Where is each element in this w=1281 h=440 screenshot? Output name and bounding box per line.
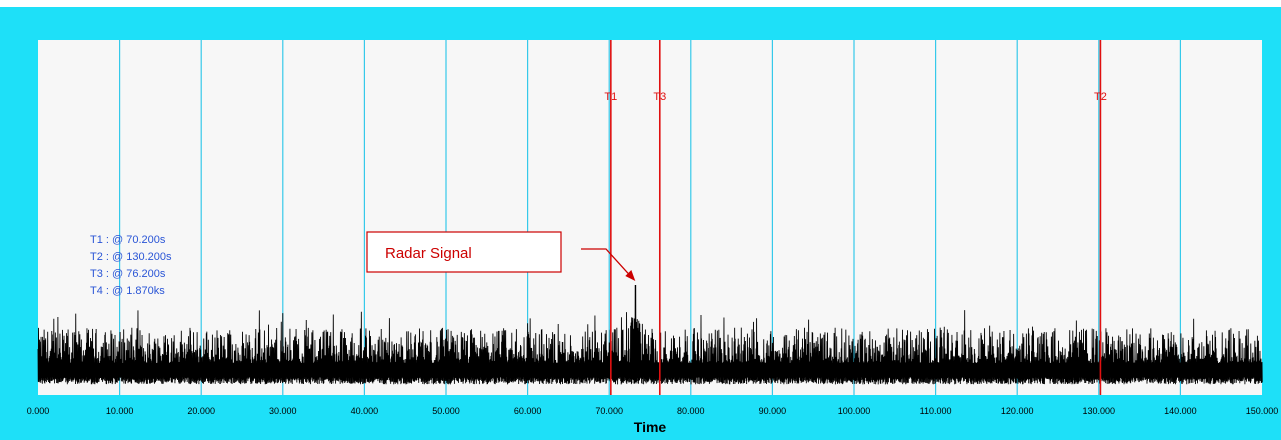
x-tick-label: 60.000 bbox=[514, 406, 542, 416]
arrow-head-icon bbox=[625, 269, 636, 281]
grid-lines bbox=[118, 40, 1182, 395]
x-axis-title: Time bbox=[634, 419, 667, 435]
chart: T1 T3 T2 0.000 10.000 20.000 30.000 40.000 50.0… bbox=[27, 40, 1279, 435]
chart-frame: T1 T3 T2 0.000 10.000 20.000 30.000 40.000 50.0… bbox=[0, 7, 1281, 440]
x-tick-label: 150.000 bbox=[1246, 406, 1279, 416]
x-tick-label: 90.000 bbox=[759, 406, 787, 416]
x-tick-label: 120.000 bbox=[1001, 406, 1034, 416]
cursor-readout-t2: T2 : @ 130.200s bbox=[90, 251, 172, 263]
x-tick-label: 50.000 bbox=[432, 406, 460, 416]
x-tick-label: 110.000 bbox=[920, 406, 952, 416]
signal-line bbox=[37, 284, 1263, 385]
cursor-readout-t4: T4 : @ 1.870ks bbox=[90, 285, 165, 297]
x-tick-label: 70.000 bbox=[595, 406, 623, 416]
cursor-label-t2: T2 bbox=[1094, 91, 1107, 103]
cursor-readouts: T1 : @ 70.200s T2 : @ 130.200s T3 : @ 76… bbox=[90, 234, 172, 297]
x-tick-label: 10.000 bbox=[106, 406, 134, 416]
x-axis-ticks: 0.000 10.000 20.000 30.000 40.000 50.000 60.00… bbox=[27, 406, 1279, 416]
cursor-label-t3: T3 bbox=[653, 91, 666, 103]
plot-area bbox=[38, 40, 1262, 395]
cursor-lines: T1 T3 T2 bbox=[604, 40, 1107, 395]
cursor-label-t1: T1 bbox=[604, 91, 617, 103]
annotation-text: Radar Signal bbox=[385, 245, 472, 262]
cursor-readout-t3: T3 : @ 76.200s bbox=[90, 268, 166, 280]
x-tick-label: 30.000 bbox=[269, 406, 297, 416]
x-tick-label: 140.000 bbox=[1164, 406, 1197, 416]
x-tick-label: 130.000 bbox=[1083, 406, 1116, 416]
cursor-readout-t1: T1 : @ 70.200s bbox=[90, 234, 166, 246]
x-tick-label: 40.000 bbox=[351, 406, 379, 416]
radar-signal-annotation: Radar Signal bbox=[366, 231, 636, 281]
annotation-leader-line bbox=[581, 248, 632, 278]
x-tick-label: 20.000 bbox=[187, 406, 215, 416]
signal-trace bbox=[37, 284, 1263, 385]
x-tick-label: 0.000 bbox=[27, 406, 50, 416]
annotation-box bbox=[366, 231, 562, 273]
x-tick-label: 100.000 bbox=[838, 406, 871, 416]
x-tick-label: 80.000 bbox=[677, 406, 705, 416]
